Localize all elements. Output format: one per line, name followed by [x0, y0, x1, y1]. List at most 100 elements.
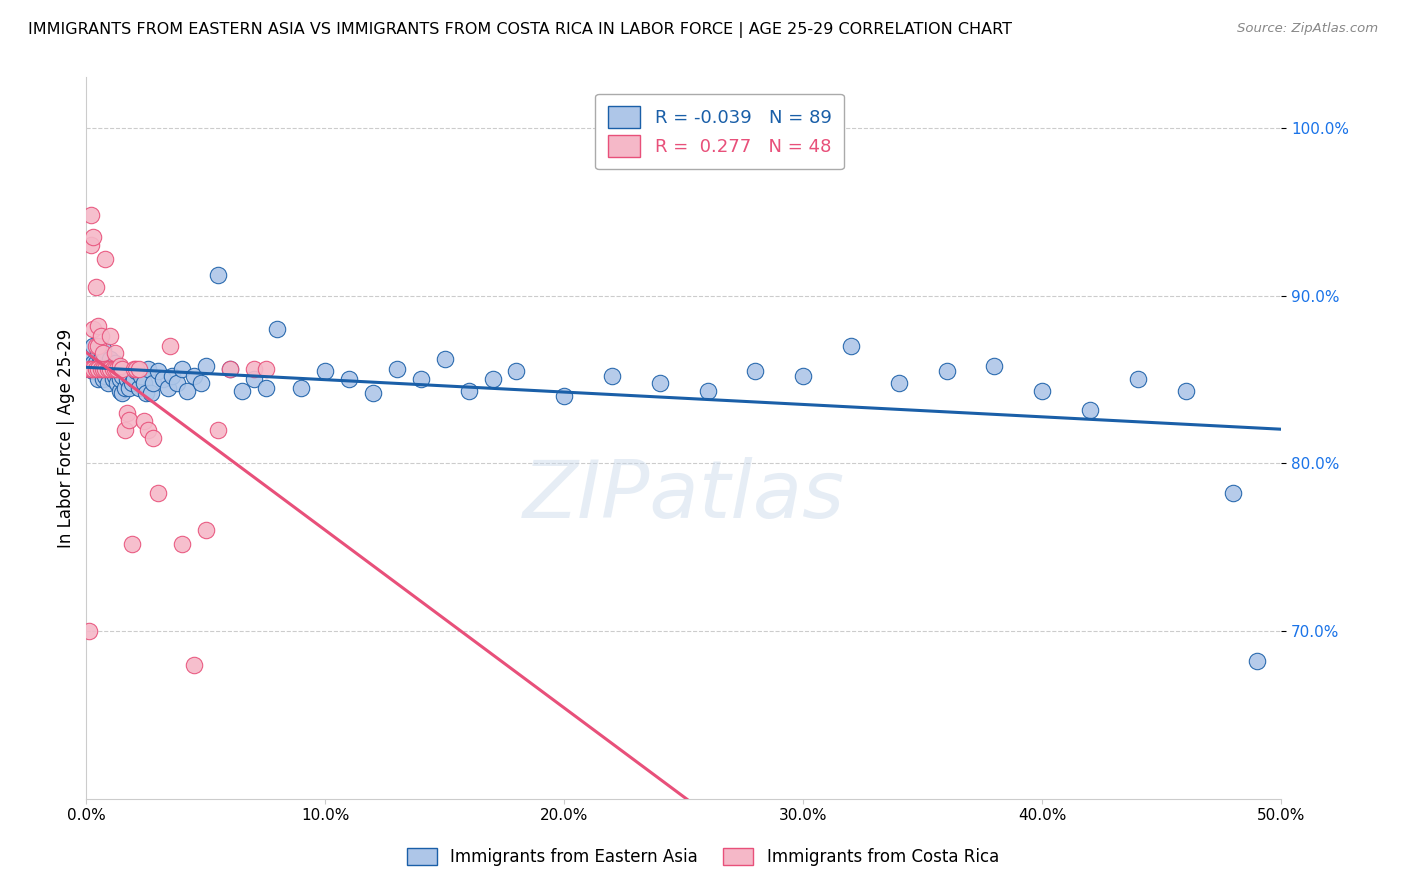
Point — [152, 372, 174, 386]
Point — [91, 362, 114, 376]
Point — [125, 362, 148, 376]
Point — [87, 362, 110, 376]
Legend: Immigrants from Eastern Asia, Immigrants from Costa Rica: Immigrants from Eastern Asia, Immigrants… — [399, 840, 1007, 875]
Point — [385, 362, 408, 376]
Point — [887, 376, 910, 390]
Point — [935, 364, 957, 378]
Point — [114, 364, 136, 378]
Point — [122, 362, 145, 376]
Point — [84, 362, 107, 376]
Point — [194, 359, 217, 373]
Point — [101, 362, 124, 376]
Point — [433, 352, 456, 367]
Point — [105, 376, 128, 390]
Point — [105, 362, 128, 376]
Point — [146, 486, 169, 500]
Point — [166, 376, 188, 390]
Point — [84, 364, 107, 378]
Point — [505, 364, 527, 378]
Point — [135, 385, 157, 400]
Point — [121, 537, 143, 551]
Point — [115, 406, 138, 420]
Point — [254, 381, 277, 395]
Point — [176, 384, 198, 398]
Point — [80, 208, 103, 222]
Point — [111, 362, 134, 376]
Point — [159, 339, 181, 353]
Point — [839, 339, 862, 353]
Point — [1222, 486, 1244, 500]
Point — [118, 369, 141, 384]
Point — [1246, 654, 1268, 668]
Point — [98, 352, 121, 367]
Point — [207, 423, 229, 437]
Point — [101, 372, 124, 386]
Point — [98, 328, 121, 343]
Y-axis label: In Labor Force | Age 25-29: In Labor Force | Age 25-29 — [58, 328, 75, 548]
Point — [1174, 384, 1197, 398]
Point — [108, 359, 131, 373]
Point — [744, 364, 766, 378]
Point — [108, 384, 131, 398]
Point — [132, 376, 155, 390]
Point — [111, 385, 134, 400]
Point — [77, 624, 100, 638]
Point — [80, 238, 103, 252]
Point — [254, 362, 277, 376]
Point — [207, 268, 229, 283]
Point — [170, 362, 193, 376]
Point — [97, 376, 120, 390]
Point — [91, 342, 114, 356]
Point — [105, 362, 128, 376]
Point — [87, 339, 110, 353]
Point — [94, 362, 117, 376]
Point — [104, 369, 127, 384]
Point — [128, 362, 150, 376]
Point — [80, 359, 103, 373]
Point — [101, 362, 124, 376]
Point — [104, 362, 127, 376]
Point — [90, 362, 112, 376]
Point — [122, 372, 145, 386]
Point — [146, 364, 169, 378]
Point — [183, 657, 205, 672]
Point — [231, 384, 253, 398]
Point — [1126, 372, 1149, 386]
Point — [108, 372, 131, 386]
Point — [111, 369, 134, 384]
Point — [170, 537, 193, 551]
Text: ZIPatlas: ZIPatlas — [523, 457, 845, 535]
Point — [138, 423, 160, 437]
Point — [218, 362, 240, 376]
Point — [132, 414, 155, 428]
Point — [190, 376, 212, 390]
Point — [77, 362, 100, 376]
Point — [361, 385, 384, 400]
Point — [1031, 384, 1053, 398]
Point — [104, 345, 127, 359]
Point — [115, 372, 138, 386]
Point — [87, 359, 110, 373]
Text: Source: ZipAtlas.com: Source: ZipAtlas.com — [1237, 22, 1378, 36]
Point — [91, 345, 114, 359]
Point — [121, 376, 143, 390]
Point — [80, 362, 103, 376]
Point — [84, 356, 107, 370]
Point — [82, 229, 104, 244]
Point — [90, 352, 112, 367]
Point — [90, 328, 112, 343]
Point — [156, 381, 179, 395]
Point — [218, 362, 240, 376]
Point — [87, 372, 110, 386]
Point — [82, 322, 104, 336]
Point — [97, 359, 120, 373]
Point — [337, 372, 360, 386]
Point — [82, 339, 104, 353]
Point — [242, 362, 264, 376]
Point — [290, 381, 312, 395]
Point — [242, 372, 264, 386]
Point — [104, 356, 127, 370]
Point — [1078, 402, 1101, 417]
Point — [162, 369, 184, 384]
Point — [84, 339, 107, 353]
